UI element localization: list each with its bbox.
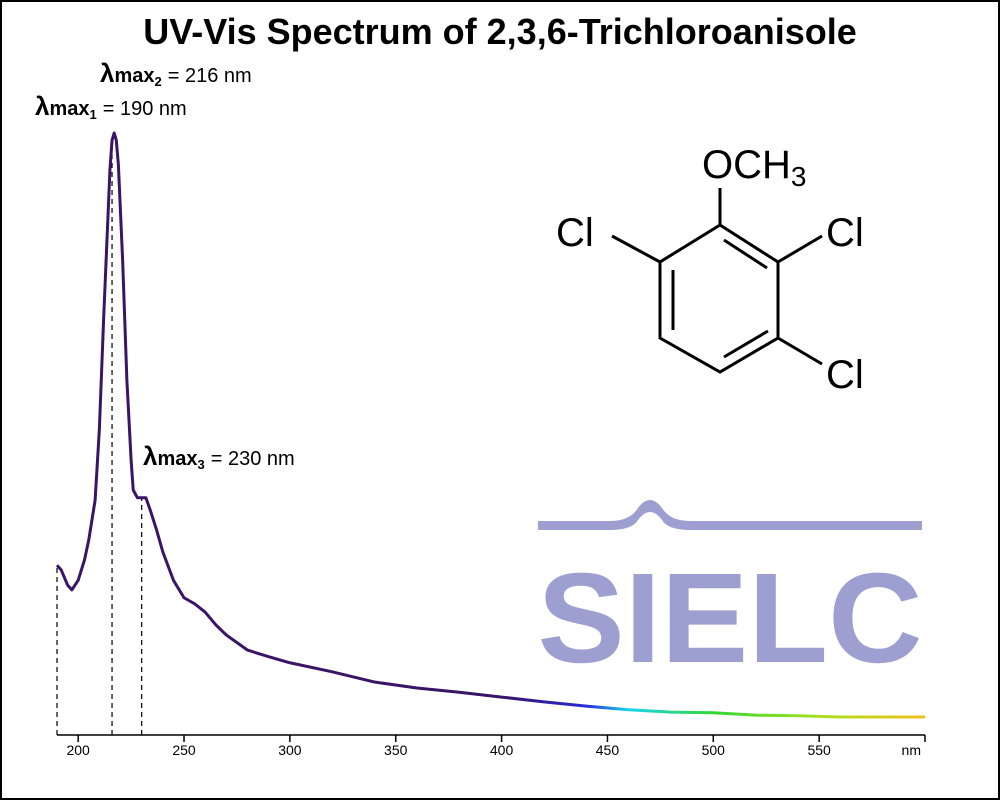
- x-tick-label: 350: [384, 742, 408, 758]
- structure: [611, 188, 823, 374]
- annotation: λmax1 = 190 nm: [35, 91, 187, 122]
- logo: SIELC: [538, 500, 923, 690]
- annotation-symbol: λ: [143, 441, 158, 471]
- structure-label-sub: 3: [791, 161, 807, 192]
- annotation-text: = 230 nm: [211, 448, 295, 470]
- structure-label: Cl: [556, 211, 594, 255]
- x-tick-label: 200: [66, 742, 90, 758]
- x-tick-label: 250: [172, 742, 196, 758]
- annotation: λmax3 = 230 nm: [143, 441, 295, 472]
- x-tick-label: 400: [490, 742, 514, 758]
- x-tick-label: 450: [596, 742, 620, 758]
- annotation-index: 3: [198, 457, 205, 472]
- bond: [723, 238, 768, 270]
- annotation-sub: max: [157, 448, 197, 470]
- annotation-text: = 190 nm: [103, 98, 187, 120]
- annotation-symbol: λ: [100, 58, 115, 88]
- annotation-sub: max: [114, 65, 154, 87]
- x-tick-label: nm: [902, 742, 921, 758]
- x-tick-label: 550: [807, 742, 831, 758]
- bond: [777, 336, 823, 366]
- annotation: λmax2 = 216 nm: [100, 58, 252, 89]
- structure-label: Cl: [826, 353, 864, 397]
- structure-label-main: OCH: [702, 143, 791, 187]
- structure-label: Cl: [826, 211, 864, 255]
- logo-wave: [538, 500, 922, 530]
- annotation-sub: max: [49, 98, 89, 120]
- bond: [777, 234, 823, 264]
- x-tick-label: 500: [702, 742, 726, 758]
- annotation-index: 1: [90, 107, 97, 122]
- annotation-index: 2: [155, 74, 162, 89]
- bond: [611, 234, 661, 264]
- bond: [723, 329, 769, 359]
- chart-title: UV-Vis Spectrum of 2,3,6-Trichloroanisol…: [143, 11, 857, 52]
- logo-text: SIELC: [538, 547, 923, 690]
- structure-label: OCH3: [702, 143, 806, 192]
- x-tick-label: 300: [278, 742, 302, 758]
- annotation-symbol: λ: [35, 91, 50, 121]
- annotation-text: = 216 nm: [168, 65, 252, 87]
- spectrum-line: [55, 131, 925, 719]
